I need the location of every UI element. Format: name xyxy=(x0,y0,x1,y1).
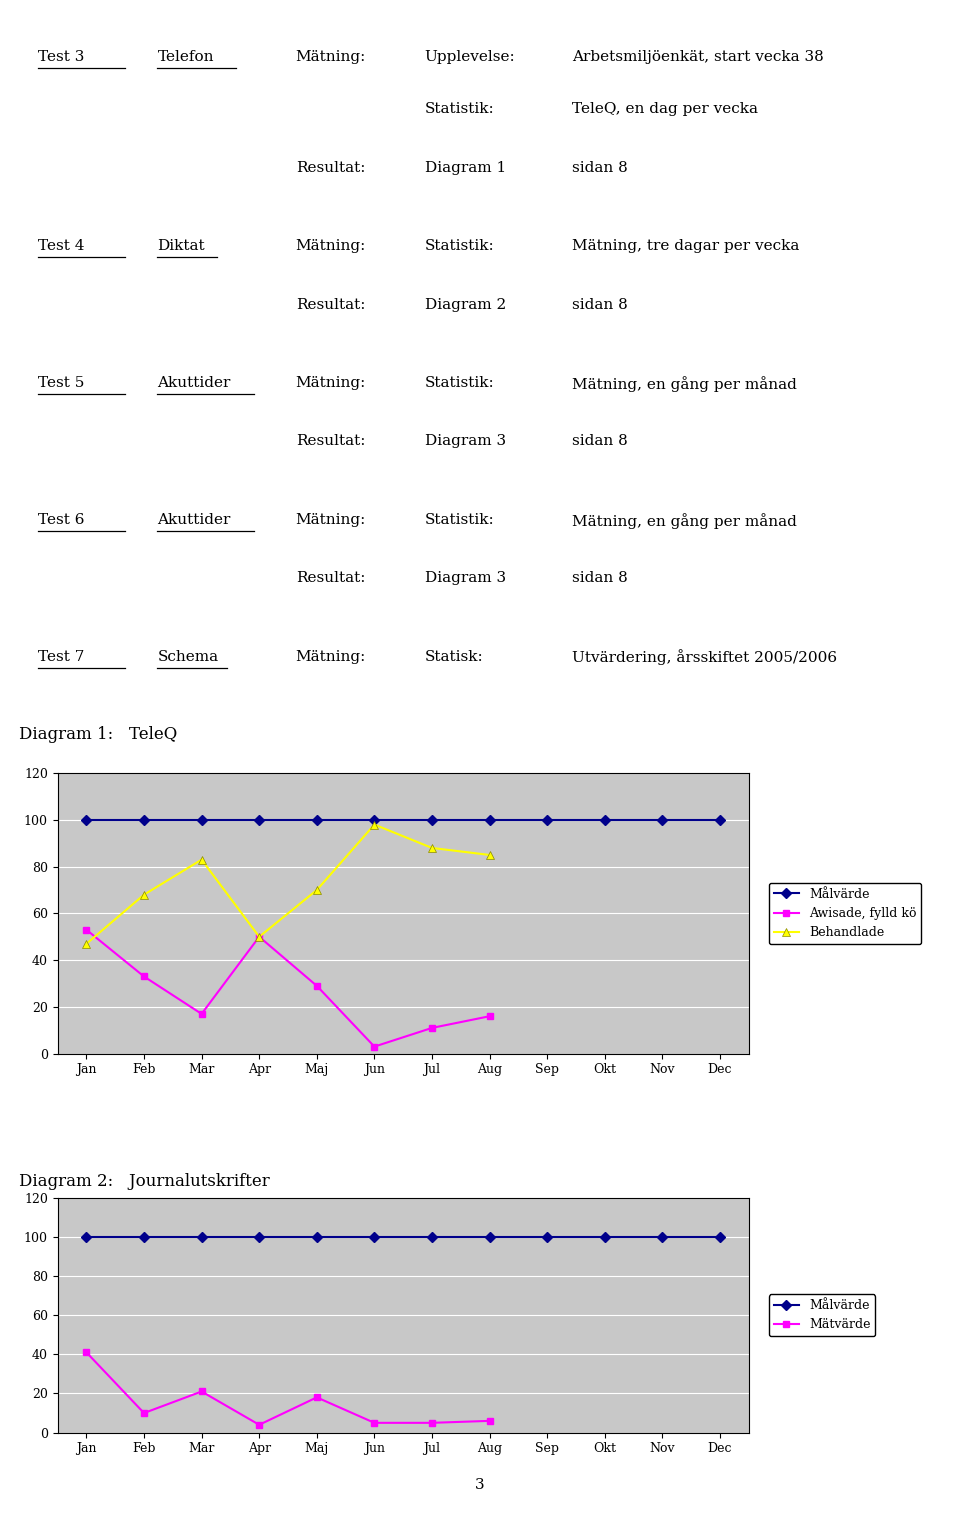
Text: Resultat:: Resultat: xyxy=(296,297,365,312)
Text: Diagram 2:   Journalutskrifter: Diagram 2: Journalutskrifter xyxy=(19,1173,270,1190)
Text: Mätning:: Mätning: xyxy=(296,240,366,253)
Text: Akuttider: Akuttider xyxy=(157,376,230,390)
Text: Mätning:: Mätning: xyxy=(296,50,366,64)
Text: Mätning, en gång per månad: Mätning, en gång per månad xyxy=(572,512,797,529)
Text: sidan 8: sidan 8 xyxy=(572,161,628,174)
Text: Test 5: Test 5 xyxy=(37,376,84,390)
Text: Upplevelse:: Upplevelse: xyxy=(424,50,516,64)
Text: Statistik:: Statistik: xyxy=(424,102,494,117)
Legend: Målvärde, Mätvärde: Målvärde, Mätvärde xyxy=(769,1295,876,1336)
Text: Mätning:: Mätning: xyxy=(296,512,366,526)
Text: Arbetsmiljöenkät, start vecka 38: Arbetsmiljöenkät, start vecka 38 xyxy=(572,50,824,64)
Text: Resultat:: Resultat: xyxy=(296,435,365,449)
Text: Resultat:: Resultat: xyxy=(296,161,365,174)
Text: sidan 8: sidan 8 xyxy=(572,435,628,449)
Text: sidan 8: sidan 8 xyxy=(572,297,628,312)
Text: Akuttider: Akuttider xyxy=(157,512,230,526)
Text: Utvärdering, årsskiftet 2005/2006: Utvärdering, årsskiftet 2005/2006 xyxy=(572,649,837,666)
Text: Mätning, tre dagar per vecka: Mätning, tre dagar per vecka xyxy=(572,240,800,253)
Text: Diagram 2: Diagram 2 xyxy=(424,297,506,312)
Text: Diktat: Diktat xyxy=(157,240,205,253)
Text: Resultat:: Resultat: xyxy=(296,572,365,585)
Text: Test 3: Test 3 xyxy=(37,50,84,64)
Text: Statisk:: Statisk: xyxy=(424,649,484,664)
Text: Statistik:: Statistik: xyxy=(424,376,494,390)
Text: Diagram 3: Diagram 3 xyxy=(424,572,506,585)
Text: 3: 3 xyxy=(475,1478,485,1492)
Text: sidan 8: sidan 8 xyxy=(572,572,628,585)
Text: Test 4: Test 4 xyxy=(37,240,84,253)
Text: TeleQ, en dag per vecka: TeleQ, en dag per vecka xyxy=(572,102,758,117)
Text: Mätning:: Mätning: xyxy=(296,376,366,390)
Text: Statistik:: Statistik: xyxy=(424,512,494,526)
Text: Mätning:: Mätning: xyxy=(296,649,366,664)
Text: Mätning, en gång per månad: Mätning, en gång per månad xyxy=(572,376,797,391)
Text: Statistik:: Statistik: xyxy=(424,240,494,253)
Text: Test 7: Test 7 xyxy=(37,649,84,664)
Text: Diagram 1:   TeleQ: Diagram 1: TeleQ xyxy=(19,726,178,743)
Legend: Målvärde, Awisade, fylld kö, Behandlade: Målvärde, Awisade, fylld kö, Behandlade xyxy=(769,882,922,944)
Text: Test 6: Test 6 xyxy=(37,512,84,526)
Text: Telefon: Telefon xyxy=(157,50,214,64)
Text: Diagram 3: Diagram 3 xyxy=(424,435,506,449)
Text: Diagram 1: Diagram 1 xyxy=(424,161,506,174)
Text: Schema: Schema xyxy=(157,649,219,664)
